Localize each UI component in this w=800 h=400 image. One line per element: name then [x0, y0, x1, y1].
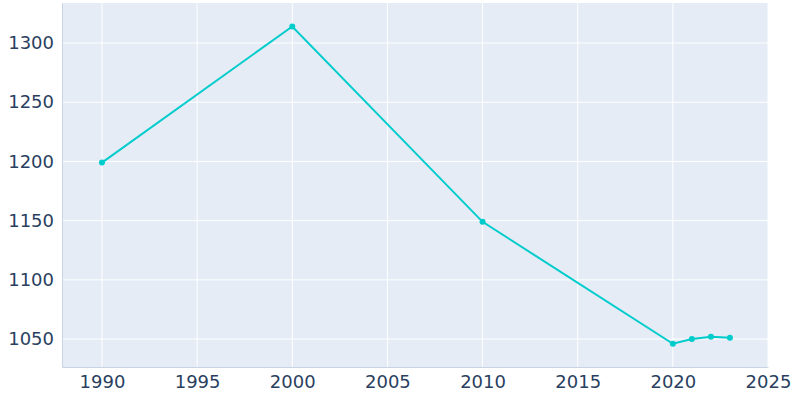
x-tick: 2005: [365, 367, 411, 392]
y-tick: 1050: [8, 328, 62, 349]
x-tick-label: 2000: [270, 371, 316, 392]
x-grid-line: [672, 3, 673, 367]
x-tick-label: 2005: [365, 371, 411, 392]
line: [102, 26, 730, 343]
x-axis: 1990 1995 2000 2005 2010 2015 2020 2025: [63, 367, 792, 392]
y-grid-line: [62, 339, 768, 340]
x-tick: 1995: [175, 367, 221, 392]
plot-area: [99, 23, 733, 346]
marker: [99, 160, 105, 166]
y-tick-label: 1300: [8, 32, 54, 53]
x-tick: 2010: [460, 367, 506, 392]
x-tick-label: 2020: [650, 371, 696, 392]
x-tick: 2000: [270, 367, 316, 392]
x-tick: 2020: [650, 367, 696, 392]
y-grid-line: [62, 43, 768, 44]
x-tick-label: 1995: [175, 371, 221, 392]
y-axis: 1050 1100 1150 1200 1250 1300: [8, 4, 62, 368]
y-tick-label: 1250: [8, 91, 54, 112]
x-grid-line: [101, 3, 102, 367]
y-grid-line: [62, 279, 768, 280]
x-grid-line: [768, 3, 769, 367]
x-tick-label: 2025: [746, 371, 792, 392]
x-tick-label: 2015: [555, 371, 601, 392]
x-axis-line: [63, 367, 769, 368]
plot-background: [62, 3, 768, 367]
marker: [670, 341, 676, 347]
y-tick: 1100: [8, 269, 62, 290]
x-tick-label: 2010: [460, 371, 506, 392]
x-tick-label: 1990: [80, 371, 126, 392]
y-tick: 1200: [8, 151, 62, 172]
y-tick-label: 1200: [8, 151, 54, 172]
marker: [689, 336, 695, 342]
x-tick: 2015: [555, 367, 601, 392]
y-tick: 1250: [8, 91, 62, 112]
y-tick: 1150: [8, 210, 62, 231]
marker: [480, 219, 486, 225]
marker: [727, 335, 733, 341]
y-grid-line: [62, 102, 768, 103]
y-tick: 1300: [8, 32, 62, 53]
y-axis-line: [62, 4, 63, 368]
y-tick-label: 1100: [8, 269, 54, 290]
y-grid-line: [62, 161, 768, 162]
chart: 1990 1995 2000 2005 2010 2015 2020 2025 1050 1100…: [0, 0, 800, 400]
marker: [289, 23, 295, 29]
x-tick: 2025: [746, 367, 792, 392]
x-grid-line: [197, 3, 198, 367]
x-tick: 1990: [80, 367, 126, 392]
x-grid-line: [482, 3, 483, 367]
y-tick-label: 1150: [8, 210, 54, 231]
marker: [708, 334, 714, 340]
x-grid-line: [292, 3, 293, 367]
x-grid-line: [387, 3, 388, 367]
grid: [62, 3, 768, 367]
y-tick-label: 1050: [8, 328, 54, 349]
x-grid-line: [577, 3, 578, 367]
y-grid-line: [62, 220, 768, 221]
